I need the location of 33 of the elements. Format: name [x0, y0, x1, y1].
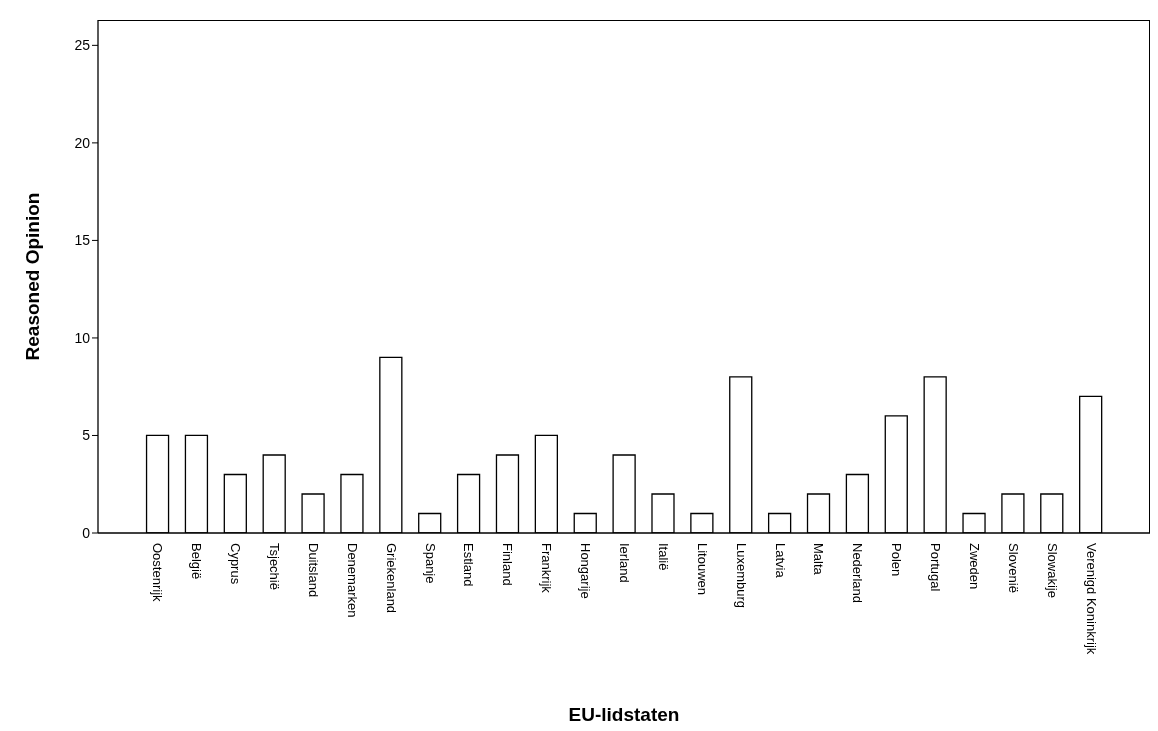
- x-tick-label: Verenigd Koninkrijk: [1083, 543, 1099, 655]
- x-tick-label: Litouwen: [694, 543, 710, 596]
- x-tick-label: Slowakije: [1044, 543, 1060, 598]
- x-tick-label: Portugal: [928, 543, 944, 592]
- x-tick-label: Slovenië: [1005, 543, 1021, 593]
- x-tick-label: Cyprus: [228, 543, 244, 585]
- x-tick-label: Malta: [811, 543, 827, 576]
- y-tick-label: 15: [74, 232, 91, 249]
- x-tick-label: Griekenland: [383, 543, 399, 614]
- x-tick-label: Oostenrijk: [150, 543, 166, 603]
- y-tick-label: 25: [74, 37, 91, 54]
- x-tick-label: Ierland: [617, 543, 632, 583]
- x-tick-label: Latvia: [772, 543, 788, 579]
- x-tick-label: Italië: [655, 543, 671, 571]
- x-tick-label: Denemarken: [344, 543, 360, 618]
- y-tick-label: 10: [74, 329, 91, 346]
- x-tick-label: Luxemburg: [733, 543, 749, 609]
- x-tick-label: België: [189, 543, 205, 580]
- x-tick-label: Spanje: [422, 543, 438, 584]
- x-tick-label: Tsjechië: [267, 543, 283, 590]
- x-tick-label: Hongarije: [578, 543, 594, 599]
- x-tick-label: Duitsland: [305, 543, 321, 598]
- y-axis-title: Reasoned Opinion: [21, 192, 43, 361]
- x-tick-label: Finland: [500, 543, 516, 586]
- y-tick-label: 5: [82, 427, 91, 444]
- x-tick-label: Polen: [889, 543, 905, 577]
- x-tick-label: Frankrijk: [539, 543, 555, 594]
- x-tick-label: Zweden: [966, 543, 982, 590]
- y-tick-label: 20: [74, 134, 91, 151]
- x-axis-title: EU-lidstaten: [568, 704, 680, 725]
- y-tick-label: 0: [82, 524, 91, 541]
- x-tick-label: Nederland: [850, 543, 866, 603]
- x-tick-label: Estland: [461, 543, 477, 587]
